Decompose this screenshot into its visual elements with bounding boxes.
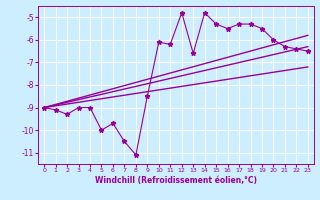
X-axis label: Windchill (Refroidissement éolien,°C): Windchill (Refroidissement éolien,°C): [95, 176, 257, 185]
